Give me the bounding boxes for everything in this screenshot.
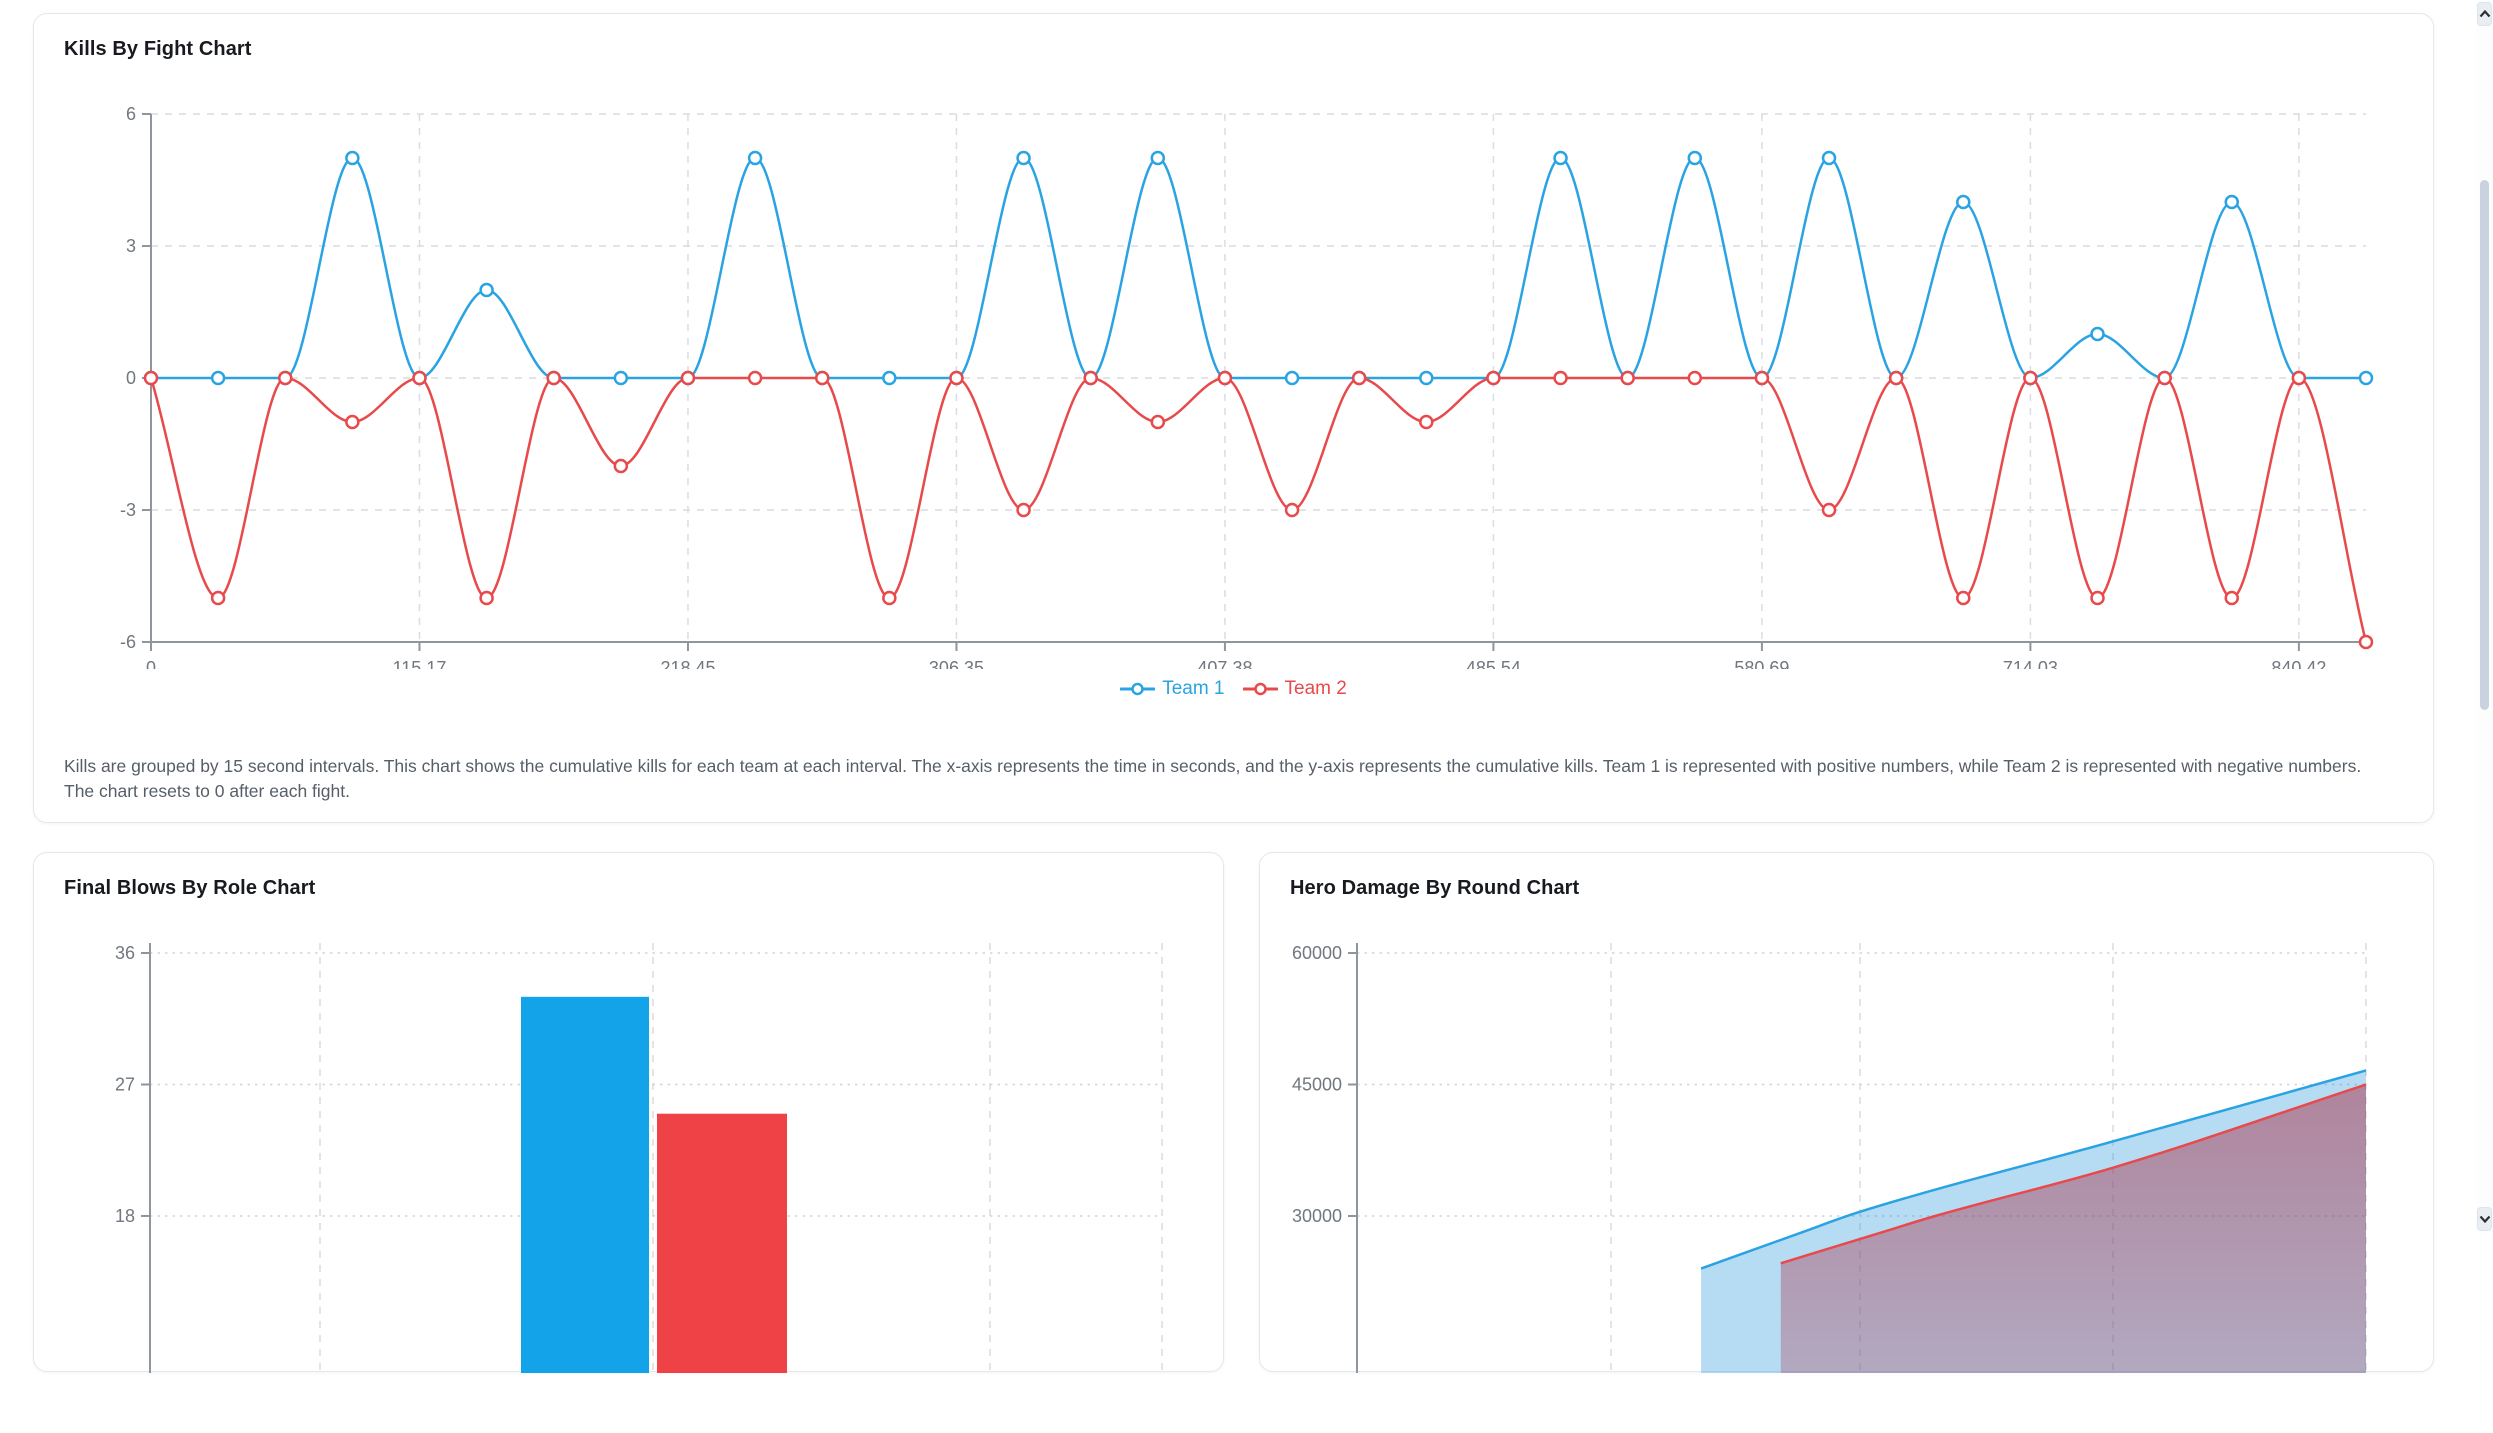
svg-text:3: 3 <box>126 236 136 256</box>
blows-chart-title: Final Blows By Role Chart <box>64 877 316 899</box>
svg-text:407.38: 407.38 <box>1197 658 1252 669</box>
svg-text:218.45: 218.45 <box>660 658 715 669</box>
hero-damage-by-round-chart[interactable]: 60000 45000 30000 <box>1260 913 2435 1433</box>
chevron-up-icon <box>2479 10 2490 18</box>
svg-text:-6: -6 <box>120 632 136 652</box>
legend-item-team1[interactable]: Team 1 <box>1120 678 1225 700</box>
kills-by-fight-panel: Kills By Fight Chart 6 3 0 -3 -6 0 115.17 218.4… <box>33 13 2434 823</box>
line-marker-icon <box>1120 682 1156 696</box>
scrollbar-thumb[interactable] <box>2480 180 2489 710</box>
svg-text:60000: 60000 <box>1292 943 1342 963</box>
damage-chart-title: Hero Damage By Round Chart <box>1290 877 1580 899</box>
svg-text:580.69: 580.69 <box>1734 658 1789 669</box>
legend-item-team2[interactable]: Team 2 <box>1242 678 1347 700</box>
chevron-down-icon <box>2479 1215 2490 1223</box>
scroll-down-button[interactable] <box>2477 1207 2492 1231</box>
final-blows-by-role-chart[interactable]: 36 27 18 <box>34 913 1225 1433</box>
svg-text:30000: 30000 <box>1292 1206 1342 1226</box>
kills-chart-description: Kills are grouped by 15 second intervals… <box>64 756 2362 801</box>
svg-text:45000: 45000 <box>1292 1075 1342 1095</box>
svg-text:306.35: 306.35 <box>929 658 984 669</box>
svg-text:714.03: 714.03 <box>2003 658 2058 669</box>
svg-text:840.42: 840.42 <box>2271 658 2326 669</box>
svg-text:36: 36 <box>115 943 135 963</box>
svg-text:0: 0 <box>126 368 136 388</box>
svg-text:18: 18 <box>115 1206 135 1226</box>
page-scrollbar[interactable] <box>2476 0 2493 1233</box>
line-marker-icon <box>1242 682 1278 696</box>
kills-by-fight-chart[interactable]: 6 3 0 -3 -6 0 115.17 218.45 306.35 407.38 485.54 58… <box>34 14 2433 669</box>
svg-text:115.17: 115.17 <box>393 658 447 669</box>
svg-text:-3: -3 <box>120 500 136 520</box>
kills-chart-legend: Team 1 Team 2 <box>34 678 2433 700</box>
legend-label-team2: Team 2 <box>1284 678 1347 699</box>
legend-label-team1: Team 1 <box>1162 678 1225 699</box>
hero-damage-by-round-panel: Hero Damage By Round Chart 60000 45000 300… <box>1259 852 2434 1373</box>
kills-chart-title: Kills By Fight Chart <box>64 38 252 60</box>
svg-text:6: 6 <box>126 104 136 124</box>
final-blows-by-role-panel: Final Blows By Role Chart 36 27 18 <box>33 852 1224 1373</box>
scroll-up-button[interactable] <box>2477 2 2492 26</box>
svg-text:0: 0 <box>146 658 156 669</box>
svg-text:485.54: 485.54 <box>1466 658 1521 669</box>
svg-text:27: 27 <box>115 1074 135 1094</box>
